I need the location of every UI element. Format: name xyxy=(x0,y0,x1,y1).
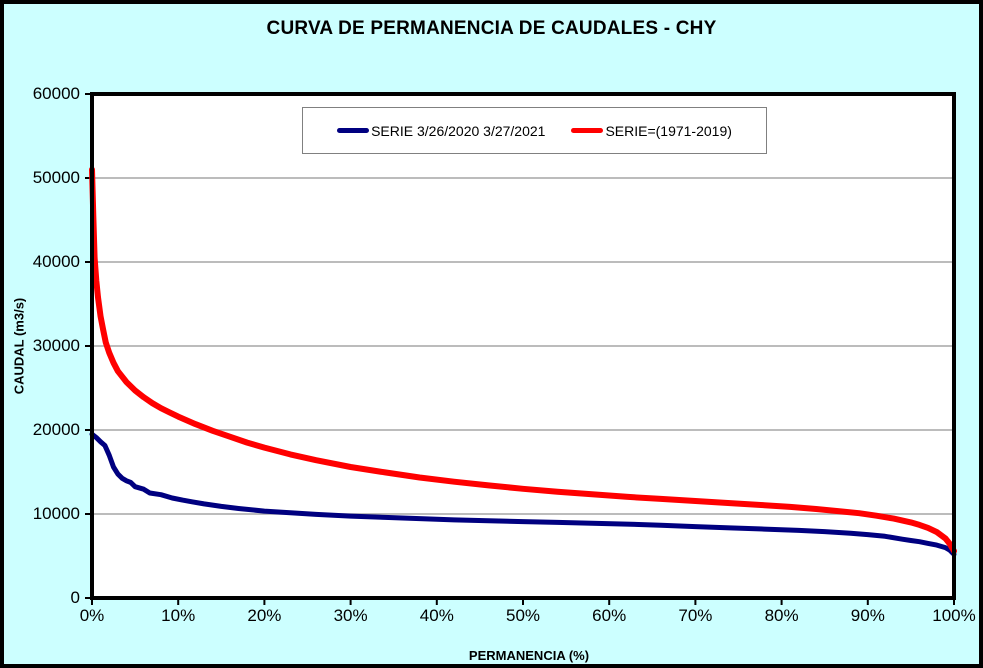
chart-title: CURVA DE PERMANENCIA DE CAUDALES - CHY xyxy=(266,18,717,39)
plot-area xyxy=(85,92,957,605)
x-tick-label: 40% xyxy=(419,606,454,625)
series-line-1 xyxy=(89,166,957,554)
x-tick-label: 50% xyxy=(505,606,541,625)
legend-label-serie-2020-2021: SERIE 3/26/2020 3/27/2021 xyxy=(371,122,546,139)
x-tick-label: 100% xyxy=(932,606,976,625)
legend-swatch-red-line xyxy=(571,128,604,133)
x-tick-label: 10% xyxy=(161,606,196,625)
y-tick-label: 0 xyxy=(70,588,80,607)
legend-label-serie-1971-2019: SERIE=(1971-2019) xyxy=(605,122,732,139)
y-tick-label: 50000 xyxy=(32,168,80,187)
x-axis-title: PERMANENCIA (%) xyxy=(468,648,590,663)
y-tick-label: 60000 xyxy=(32,84,80,103)
y-axis-title: CAUDAL (m3/s) xyxy=(11,297,27,395)
x-tick-label: 30% xyxy=(333,606,368,625)
x-tick-label: 20% xyxy=(247,606,282,625)
x-tick-label: 80% xyxy=(764,606,799,625)
x-tick-label: 60% xyxy=(592,606,627,625)
legend-swatch-navy-line xyxy=(337,128,370,133)
y-tick-label: 40000 xyxy=(32,252,80,271)
y-tick-label: 20000 xyxy=(32,420,80,439)
series-line-0 xyxy=(89,431,957,557)
y-tick-label: 30000 xyxy=(32,336,80,355)
legend-item-serie-2020-2021: SERIE 3/26/2020 3/27/2021 xyxy=(337,123,545,139)
plot-border xyxy=(90,92,956,600)
x-tick-label: 0% xyxy=(79,606,105,625)
x-tick-label: 70% xyxy=(678,606,713,625)
legend-item-serie-1971-2019: SERIE=(1971-2019) xyxy=(571,122,732,139)
y-tick-label: 10000 xyxy=(32,504,80,523)
x-tick-label: 90% xyxy=(850,606,885,625)
legend: SERIE 3/26/2020 3/27/2021 SERIE=(1971-20… xyxy=(302,107,767,154)
